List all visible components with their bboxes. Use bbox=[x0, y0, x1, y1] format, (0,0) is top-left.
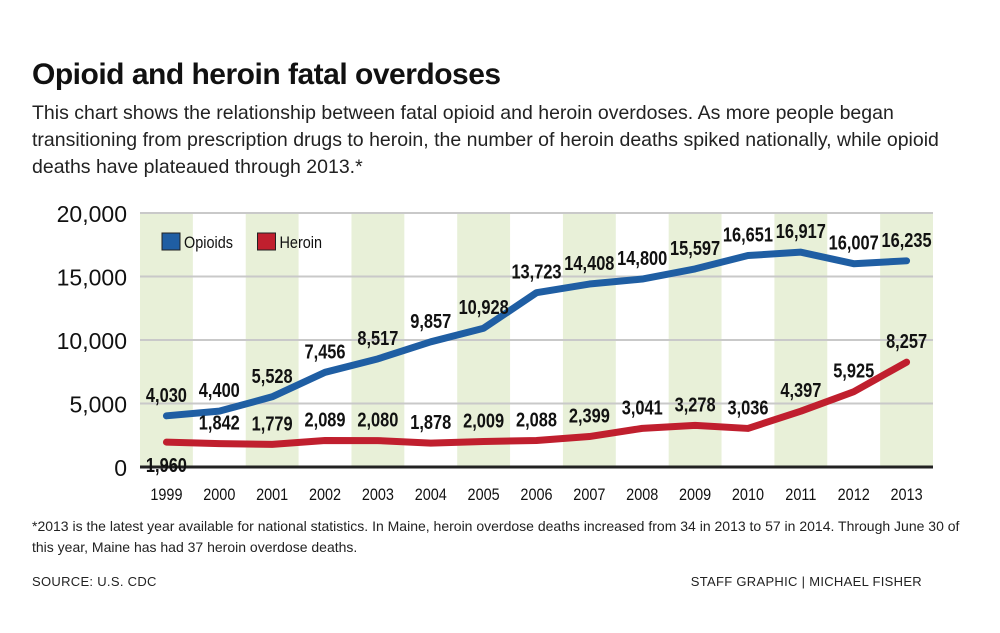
data-point-heroin bbox=[588, 435, 591, 438]
data-label: 14,800 bbox=[617, 246, 667, 269]
data-point-opioids bbox=[799, 251, 802, 254]
data-label: 7,456 bbox=[305, 340, 346, 363]
data-label: 16,917 bbox=[776, 220, 826, 243]
data-label: 5,925 bbox=[833, 359, 874, 382]
data-point-heroin bbox=[482, 440, 485, 443]
data-point-opioids bbox=[588, 283, 591, 286]
footnote: *2013 is the latest year available for n… bbox=[32, 518, 960, 555]
data-label: 16,235 bbox=[882, 228, 932, 251]
data-point-heroin bbox=[694, 424, 697, 427]
x-tick-label: 2002 bbox=[309, 486, 341, 504]
data-label: 4,397 bbox=[780, 379, 821, 402]
data-point-opioids bbox=[482, 327, 485, 330]
data-point-opioids bbox=[218, 410, 221, 413]
data-point-opioids bbox=[641, 278, 644, 281]
data-label: 16,007 bbox=[829, 231, 879, 254]
data-point-heroin bbox=[218, 442, 221, 445]
x-tick-label: 2005 bbox=[468, 486, 500, 504]
data-point-opioids bbox=[746, 254, 749, 257]
data-label: 4,030 bbox=[146, 383, 187, 406]
x-tick-label: 2009 bbox=[679, 486, 711, 504]
data-label: 16,651 bbox=[723, 223, 773, 246]
data-label: 1,779 bbox=[252, 412, 293, 435]
y-tick-label: 15,000 bbox=[57, 265, 127, 291]
x-tick-label: 2008 bbox=[626, 486, 658, 504]
legend-label: Opioids bbox=[184, 234, 233, 252]
data-point-opioids bbox=[905, 259, 908, 262]
x-tick-label: 2003 bbox=[362, 486, 394, 504]
data-label: 4,400 bbox=[199, 379, 240, 402]
data-label: 2,088 bbox=[516, 408, 557, 431]
data-point-heroin bbox=[852, 390, 855, 393]
data-label: 1,960 bbox=[146, 454, 187, 477]
data-point-heroin bbox=[165, 441, 168, 444]
x-tick-label: 2012 bbox=[838, 486, 870, 504]
data-point-opioids bbox=[271, 395, 274, 398]
data-label: 2,399 bbox=[569, 404, 610, 427]
data-point-heroin bbox=[905, 361, 908, 364]
x-tick-label: 2004 bbox=[415, 486, 447, 504]
x-tick-label: 2006 bbox=[520, 486, 552, 504]
data-label: 9,857 bbox=[410, 309, 451, 332]
data-label: 3,278 bbox=[675, 393, 716, 416]
data-label: 2,009 bbox=[463, 409, 504, 432]
x-tick-label: 2000 bbox=[203, 486, 235, 504]
data-point-opioids bbox=[165, 414, 168, 417]
data-label: 2,080 bbox=[357, 408, 398, 431]
x-tick-label: 2001 bbox=[256, 486, 288, 504]
chart-title: Opioid and heroin fatal overdoses bbox=[32, 58, 501, 91]
x-tick-label: 1999 bbox=[150, 486, 182, 504]
y-tick-label: 20,000 bbox=[57, 201, 127, 227]
data-label: 1,842 bbox=[199, 411, 240, 434]
legend-swatch bbox=[257, 232, 276, 251]
data-point-heroin bbox=[641, 427, 644, 430]
data-point-opioids bbox=[429, 340, 432, 343]
data-label: 2,089 bbox=[305, 408, 346, 431]
credit: STAFF GRAPHIC | MICHAEL FISHER bbox=[690, 574, 922, 589]
data-label: 3,041 bbox=[622, 396, 663, 419]
data-label: 10,928 bbox=[459, 296, 509, 319]
y-tick-label: 10,000 bbox=[57, 328, 127, 354]
data-point-opioids bbox=[535, 291, 538, 294]
data-label: 14,408 bbox=[564, 251, 614, 274]
chart-subtitle: This chart shows the relationship betwee… bbox=[32, 102, 939, 178]
data-label: 5,528 bbox=[252, 364, 293, 387]
legend-label: Heroin bbox=[280, 234, 323, 252]
data-point-opioids bbox=[694, 267, 697, 270]
legend-swatch bbox=[161, 232, 181, 251]
data-point-opioids bbox=[376, 357, 379, 360]
data-label: 1,878 bbox=[410, 411, 451, 434]
data-label: 13,723 bbox=[511, 260, 561, 283]
x-tick-label: 2007 bbox=[573, 486, 605, 504]
x-tick-label: 2010 bbox=[732, 486, 764, 504]
x-tick-label: 2011 bbox=[785, 486, 816, 504]
data-point-heroin bbox=[324, 439, 327, 442]
data-point-heroin bbox=[271, 443, 274, 446]
y-tick-label: 0 bbox=[114, 455, 127, 481]
x-tick-label: 2013 bbox=[891, 486, 923, 504]
data-label: 3,036 bbox=[727, 396, 768, 419]
data-point-heroin bbox=[376, 439, 379, 442]
data-point-heroin bbox=[799, 410, 802, 413]
data-point-opioids bbox=[324, 371, 327, 374]
data-label: 8,517 bbox=[357, 326, 398, 349]
data-label: 8,257 bbox=[886, 330, 927, 353]
data-point-heroin bbox=[535, 439, 538, 442]
data-label: 15,597 bbox=[670, 236, 720, 259]
data-point-heroin bbox=[746, 427, 749, 430]
data-point-opioids bbox=[852, 262, 855, 265]
source: SOURCE: U.S. CDC bbox=[32, 574, 157, 589]
data-point-heroin bbox=[429, 442, 432, 445]
y-tick-label: 5,000 bbox=[69, 392, 127, 418]
